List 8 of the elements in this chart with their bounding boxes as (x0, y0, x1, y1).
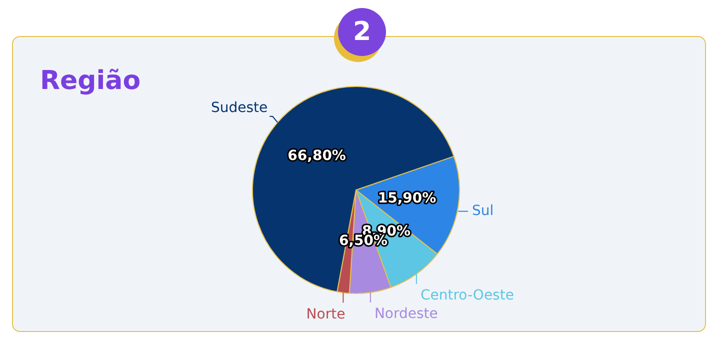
slice-label: Sul (472, 202, 494, 219)
slice-label: Centro-Oeste (420, 288, 514, 304)
data-label: 66,80% (288, 148, 346, 164)
chart-title: Região (40, 66, 141, 96)
slice-label: Norte (306, 306, 346, 322)
slice-label: Sudeste (210, 100, 268, 116)
data-label: 15,90% (378, 190, 436, 206)
slice-label: Nordeste (374, 306, 438, 322)
